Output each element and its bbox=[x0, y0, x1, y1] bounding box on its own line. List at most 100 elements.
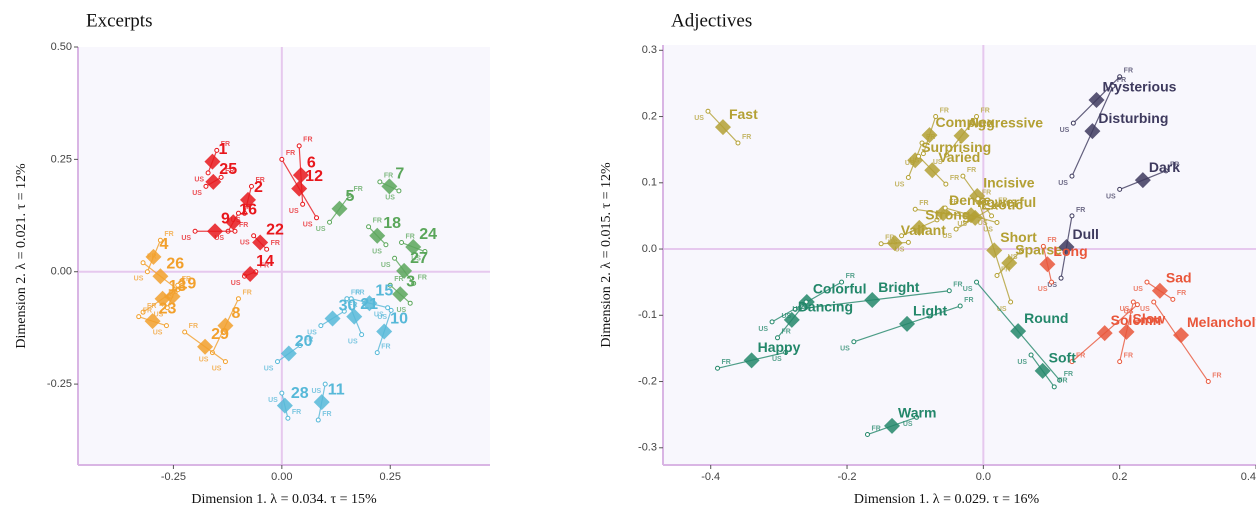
partial-point bbox=[1069, 213, 1075, 219]
partial-label: US bbox=[377, 314, 387, 321]
point-label: 5 bbox=[346, 188, 355, 205]
partial-label: FR bbox=[982, 190, 991, 197]
point-label: Round bbox=[1024, 310, 1068, 326]
point-label: 6 bbox=[307, 154, 316, 171]
point bbox=[1034, 362, 1051, 379]
partial-label: US bbox=[264, 365, 274, 372]
point-label: Surprising bbox=[921, 139, 991, 155]
partial-label: US bbox=[1060, 127, 1070, 134]
partial-point bbox=[953, 226, 959, 232]
point-label: 23 bbox=[159, 300, 177, 317]
partial-label: FR bbox=[143, 308, 152, 315]
partial-label: FR bbox=[964, 297, 973, 304]
point-label: Incisive bbox=[983, 175, 1035, 191]
partial-point bbox=[203, 183, 209, 189]
partial-label: US bbox=[1047, 282, 1057, 289]
chart-title: Excerpts bbox=[86, 10, 152, 31]
partial-point bbox=[214, 147, 220, 153]
point-label: Happy bbox=[758, 339, 801, 355]
point-label: 24 bbox=[419, 226, 437, 243]
partial-point bbox=[232, 228, 238, 234]
partial-label: FR bbox=[998, 197, 1007, 204]
point-label: 27 bbox=[410, 250, 428, 267]
point bbox=[714, 119, 731, 136]
partial-label: FR bbox=[255, 177, 264, 184]
partial-label: FR bbox=[147, 254, 156, 261]
partial-label: US bbox=[385, 195, 395, 202]
y-axis-label: Dimension 2. λ = 0.021. τ = 12% bbox=[14, 163, 29, 349]
point-label: Soft bbox=[1049, 350, 1077, 366]
x-tick-label: -0.2 bbox=[838, 471, 857, 483]
partial-point bbox=[279, 156, 285, 162]
partial-point bbox=[182, 329, 188, 335]
partial-label: US bbox=[374, 312, 384, 319]
point bbox=[743, 352, 760, 369]
partial-label: US bbox=[153, 330, 163, 337]
partial-point bbox=[934, 217, 940, 223]
partial-label: FR bbox=[242, 204, 251, 211]
point bbox=[1039, 256, 1056, 273]
point-label: 28 bbox=[291, 385, 309, 402]
partial-point bbox=[374, 350, 380, 356]
partial-label: FR bbox=[949, 199, 958, 206]
partial-point bbox=[205, 170, 211, 176]
point-label: Strong bbox=[925, 207, 970, 223]
point-label: 3 bbox=[406, 273, 415, 290]
partial-point bbox=[396, 188, 402, 194]
point-label: 11 bbox=[328, 381, 345, 398]
partial-label: US bbox=[214, 235, 224, 242]
point-label: 25 bbox=[219, 161, 237, 178]
y-tick-label: 0.1 bbox=[642, 177, 657, 189]
partial-point bbox=[839, 279, 845, 285]
point bbox=[953, 127, 970, 144]
partial-label: FR bbox=[221, 141, 230, 148]
point-label: 19 bbox=[179, 276, 197, 293]
partial-point bbox=[705, 108, 711, 114]
partial-point bbox=[1144, 279, 1150, 285]
partial-point bbox=[322, 381, 328, 387]
partial-point bbox=[346, 192, 352, 198]
partial-label: FR bbox=[940, 107, 949, 114]
partial-point bbox=[344, 296, 350, 302]
partial-label: FR bbox=[292, 409, 301, 416]
partial-label: US bbox=[905, 160, 915, 167]
partial-point bbox=[235, 296, 241, 302]
point bbox=[276, 397, 293, 414]
y-tick-label: -0.1 bbox=[638, 309, 657, 321]
partial-point bbox=[279, 390, 285, 396]
partial-point bbox=[914, 414, 920, 420]
partial-point bbox=[735, 140, 741, 146]
point bbox=[967, 209, 984, 226]
partial-label: US bbox=[154, 312, 164, 319]
point-label: 1 bbox=[218, 141, 227, 158]
point bbox=[205, 173, 222, 190]
x-tick-label: 0.25 bbox=[380, 471, 401, 483]
partial-label: US bbox=[1008, 254, 1018, 261]
partial-label: FR bbox=[967, 167, 976, 174]
partial-point bbox=[285, 415, 291, 421]
point-label: 9 bbox=[221, 210, 230, 227]
partial-point bbox=[1070, 120, 1076, 126]
point bbox=[1084, 123, 1101, 140]
partial-point bbox=[388, 307, 394, 313]
partial-point bbox=[411, 280, 417, 286]
point bbox=[313, 394, 330, 411]
partial-point bbox=[136, 314, 142, 320]
partial-label: FR bbox=[1047, 237, 1056, 244]
partial-point bbox=[300, 201, 306, 207]
partial-label: FR bbox=[303, 137, 312, 144]
partial-label: US bbox=[933, 159, 943, 166]
point bbox=[899, 315, 916, 332]
point bbox=[225, 214, 242, 231]
point bbox=[1010, 323, 1027, 340]
partial-label: FR bbox=[950, 175, 959, 182]
partial-point bbox=[163, 323, 169, 329]
partial-point bbox=[943, 181, 949, 187]
partial-label: FR bbox=[1124, 68, 1133, 75]
partial-point bbox=[946, 288, 952, 294]
partial-label: FR bbox=[871, 425, 880, 432]
point bbox=[886, 235, 903, 252]
partial-point bbox=[989, 213, 995, 219]
partial-label: US bbox=[997, 306, 1007, 313]
partial-label: US bbox=[1133, 286, 1143, 293]
